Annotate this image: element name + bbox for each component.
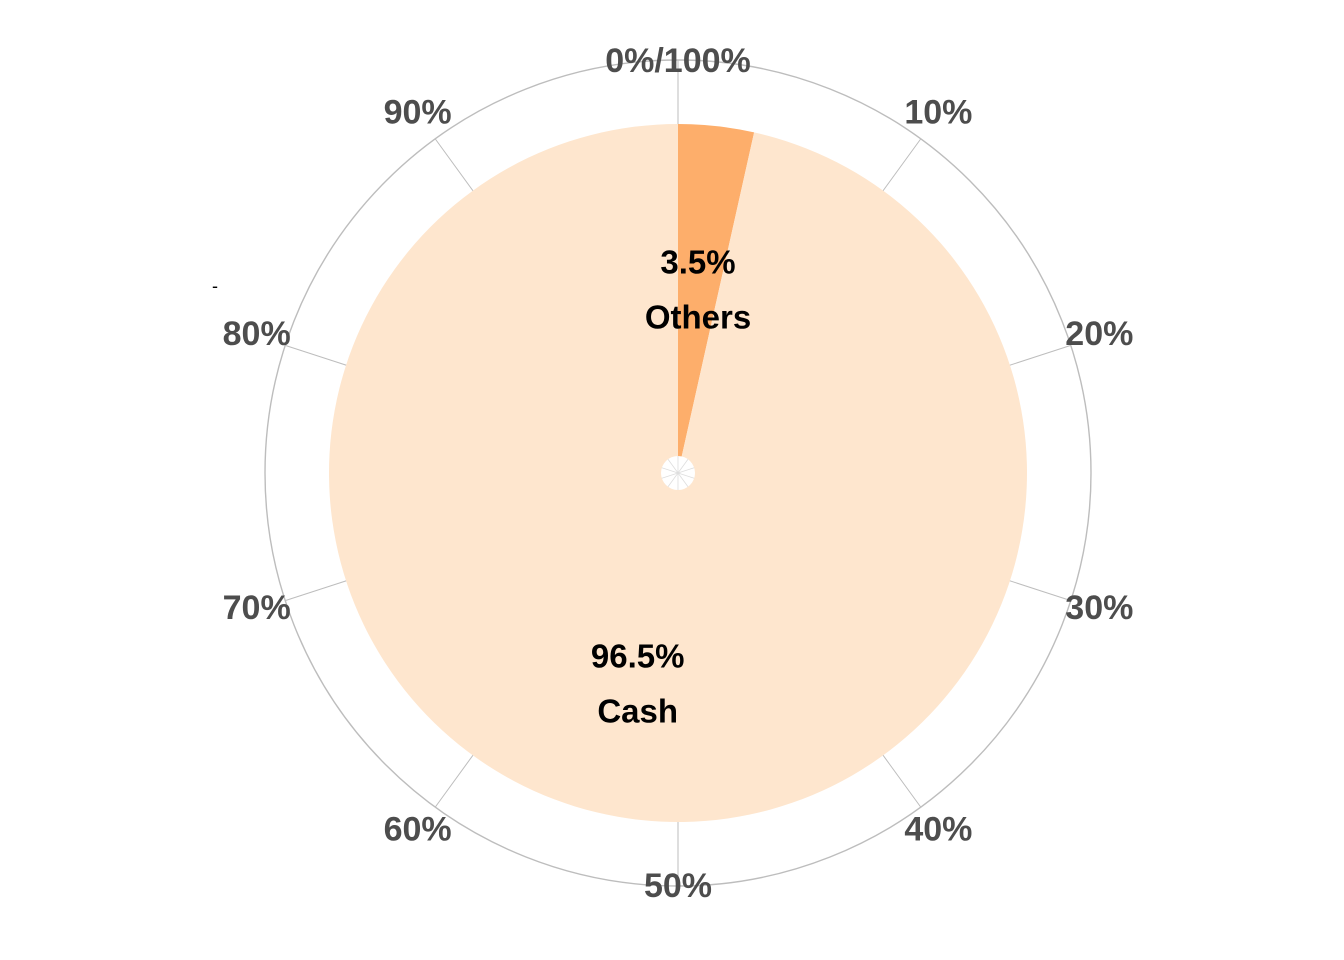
tick-label-10: 10% bbox=[904, 94, 972, 132]
hub-spoke bbox=[661, 467, 679, 474]
tick-label-60: 60% bbox=[384, 810, 452, 848]
tick-label-40: 40% bbox=[904, 810, 972, 848]
hub-spoke bbox=[667, 459, 679, 474]
slice-name-label: Cash bbox=[597, 693, 678, 730]
hub-spoke bbox=[677, 472, 689, 487]
slice-value-label: 96.5% bbox=[591, 638, 685, 675]
tick-label-70: 70% bbox=[223, 589, 291, 627]
tick-label-80: 80% bbox=[223, 315, 291, 353]
angular-tick-labels: 0%/100% 10% 20% 30% 40% 50% 60% 70% 80% 90% bbox=[223, 42, 1134, 905]
tick-label-30: 30% bbox=[1065, 589, 1133, 627]
pie-hub bbox=[661, 456, 695, 490]
tick-label-90: 90% bbox=[384, 94, 452, 132]
slice-name-label: Others bbox=[645, 299, 751, 336]
pie-slice-others bbox=[678, 124, 755, 473]
slice-labels: 3.5% Others 96.5% Cash bbox=[591, 244, 751, 730]
hub-spoke bbox=[677, 459, 689, 474]
tick-label-50: 50% bbox=[644, 867, 712, 905]
hub-spoke bbox=[677, 472, 695, 479]
tick-label-20: 20% bbox=[1065, 315, 1133, 353]
tick-label-0: 0%/100% bbox=[605, 42, 751, 80]
hub-spoke bbox=[667, 472, 679, 487]
hub-spoke bbox=[661, 472, 679, 479]
slice-value-label: 3.5% bbox=[660, 244, 735, 281]
stray-mark: - bbox=[212, 276, 218, 296]
hub-spoke bbox=[677, 467, 695, 474]
